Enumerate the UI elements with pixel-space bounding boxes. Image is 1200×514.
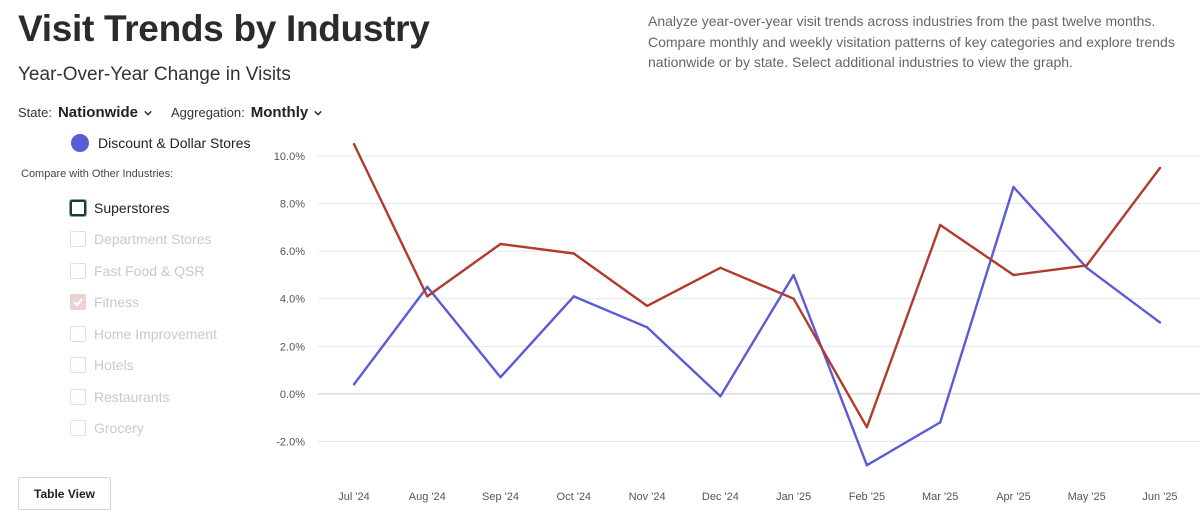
state-dropdown[interactable]: State: Nationwide	[18, 104, 152, 121]
x-tick-label: Jul '24	[338, 491, 369, 503]
data-point	[426, 295, 429, 298]
industry-checkbox-item[interactable]: Restaurants	[70, 381, 217, 413]
data-point	[792, 297, 795, 300]
industry-checkbox-label: Hotels	[94, 357, 134, 374]
data-point	[792, 273, 795, 277]
industry-checkbox-label: Fitness	[94, 294, 140, 311]
industry-checkbox-label: Department Stores	[94, 231, 212, 248]
y-tick-label: 8.0%	[280, 199, 305, 211]
data-point	[645, 304, 649, 308]
y-tick-label: -2.0%	[276, 436, 305, 448]
checkbox-checked-icon[interactable]	[70, 294, 86, 311]
industry-checkbox-label: Restaurants	[94, 388, 170, 405]
industry-checkbox-item[interactable]: Hotels	[70, 350, 217, 382]
industry-checkbox-item[interactable]: Home Improvement	[70, 318, 217, 350]
aggregation-value: Monthly	[250, 104, 309, 121]
legend-dot-icon	[71, 134, 89, 152]
industry-checkbox-item[interactable]: Department Stores	[70, 224, 217, 256]
table-view-button[interactable]: Table View	[18, 477, 111, 510]
data-point	[572, 252, 576, 255]
state-label: State:	[18, 105, 52, 120]
checkbox-icon[interactable]	[70, 231, 86, 248]
data-point	[865, 425, 869, 429]
data-point	[938, 421, 942, 424]
x-tick-label: May '25	[1068, 491, 1106, 503]
checkbox-icon[interactable]	[70, 357, 86, 374]
x-tick-label: Jan '25	[776, 491, 811, 503]
chevron-down-icon	[314, 110, 322, 116]
state-value: Nationwide	[57, 104, 138, 121]
x-tick-label: Sep '24	[482, 491, 519, 503]
checkbox-icon[interactable]	[70, 388, 86, 405]
y-tick-label: 0.0%	[280, 389, 305, 401]
checkbox-icon[interactable]	[70, 420, 86, 437]
x-tick-label: Jun '25	[1142, 491, 1177, 503]
data-point	[426, 285, 429, 289]
data-point	[865, 464, 869, 467]
compare-label: Compare with Other Industries:	[21, 168, 174, 180]
industry-checkbox-label: Fast Food & QSR	[94, 262, 205, 279]
data-point	[1012, 273, 1015, 277]
y-tick-label: 4.0%	[280, 294, 305, 306]
primary-industry-legend: Discount & Dollar Stores	[71, 134, 251, 152]
data-point	[1158, 321, 1162, 324]
page-subtitle: Year-Over-Year Change in Visits	[18, 64, 291, 85]
industry-checkbox-item[interactable]: Fitness	[70, 287, 217, 319]
data-point	[1085, 266, 1088, 270]
series-line-1	[352, 143, 1161, 429]
page-description: Analyze year-over-year visit trends acro…	[648, 13, 1175, 70]
page-title: Visit Trends by Industry	[18, 8, 430, 49]
y-tick-label: 10.0%	[274, 151, 305, 163]
data-point	[1158, 166, 1162, 170]
aggregation-label: Aggregation:	[171, 105, 245, 120]
x-tick-label: Oct '24	[557, 491, 592, 503]
x-tick-label: Apr '25	[996, 491, 1031, 503]
data-point	[499, 242, 502, 246]
y-tick-label: 6.0%	[280, 246, 305, 258]
data-point	[938, 223, 942, 227]
industry-checkbox-label: Grocery	[94, 420, 144, 437]
data-point	[719, 395, 722, 398]
x-tick-label: Nov '24	[629, 491, 666, 503]
x-tick-label: Feb '25	[849, 491, 885, 503]
series-line-0	[353, 185, 1161, 467]
data-point	[645, 326, 649, 329]
checkbox-icon[interactable]	[70, 199, 86, 216]
checkbox-icon[interactable]	[70, 325, 86, 342]
industry-checkbox-list: Superstores Department Stores Fast Food & …	[70, 192, 217, 444]
data-point	[1012, 185, 1015, 189]
data-point	[1085, 264, 1088, 267]
data-point	[499, 376, 502, 379]
industry-checkbox-label: Home Improvement	[94, 325, 217, 342]
chevron-down-icon	[144, 110, 152, 116]
industry-checkbox-item[interactable]: Fast Food & QSR	[70, 255, 217, 287]
data-point	[352, 383, 356, 386]
x-tick-label: Aug '24	[409, 491, 446, 503]
x-tick-label: Dec '24	[702, 491, 739, 503]
industry-checkbox-item[interactable]: Grocery	[70, 413, 217, 445]
data-point	[352, 142, 356, 146]
data-point	[719, 266, 722, 270]
x-tick-label: Mar '25	[922, 491, 958, 503]
primary-industry-label: Discount & Dollar Stores	[98, 135, 251, 151]
data-point	[572, 295, 576, 298]
checkbox-icon[interactable]	[70, 262, 86, 279]
y-tick-label: 2.0%	[280, 341, 305, 353]
industry-checkbox-label: Superstores	[94, 199, 170, 216]
aggregation-dropdown[interactable]: Aggregation: Monthly	[171, 104, 322, 121]
industry-checkbox-item[interactable]: Superstores	[70, 192, 217, 224]
